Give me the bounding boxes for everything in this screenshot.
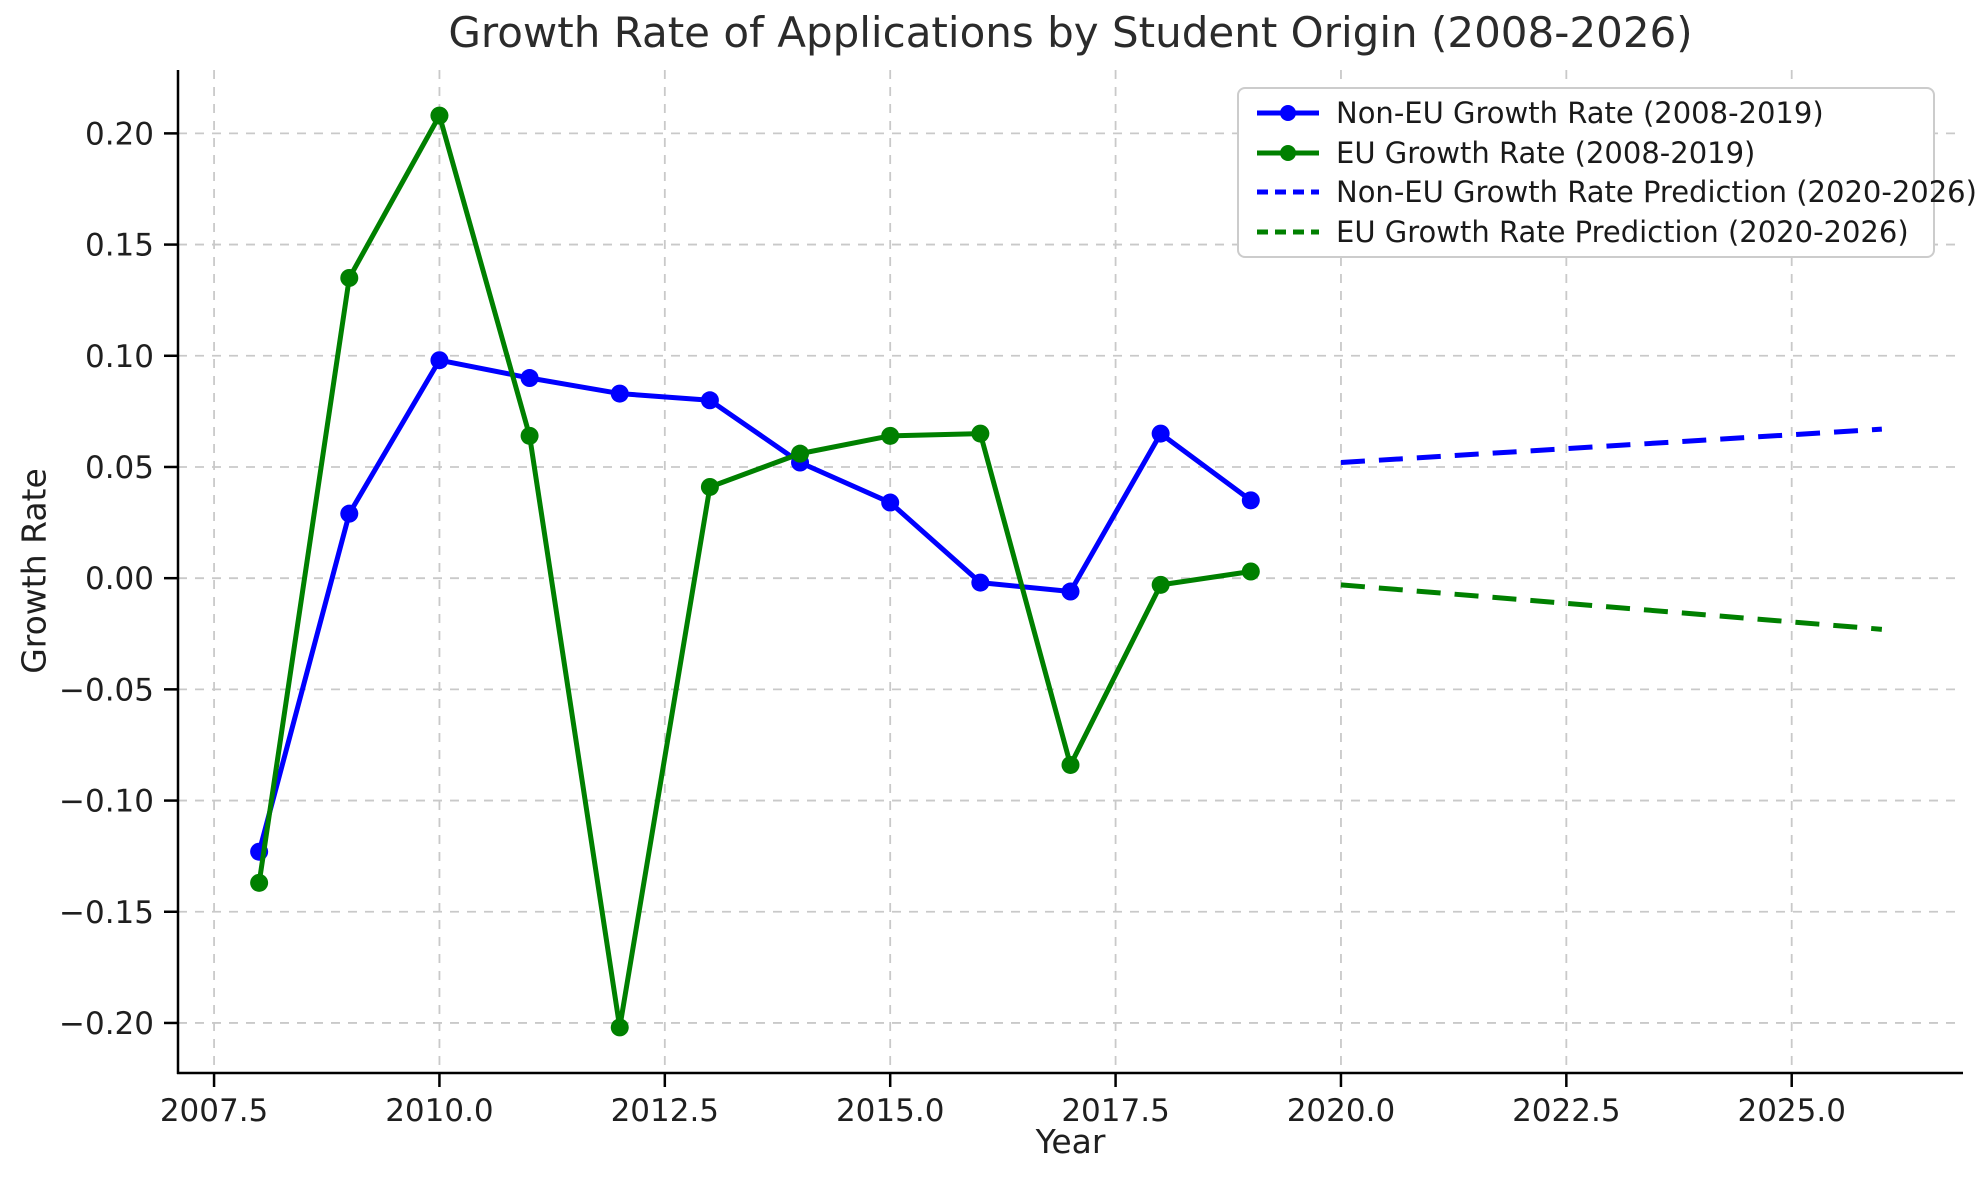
legend-item-non-eu-prediction: Non-EU Growth Rate Prediction (2020-2026… <box>1255 175 1977 209</box>
legend: Non-EU Growth Rate (2008-2019) EU Growth… <box>1237 87 1977 258</box>
chart-title: Growth Rate of Applications by Student O… <box>448 8 1693 57</box>
x-tick-label: 2020.0 <box>1287 1093 1395 1129</box>
x-tick-label: 2025.0 <box>1737 1093 1845 1129</box>
series-marker-1 <box>700 477 719 496</box>
series-marker-1 <box>520 426 539 445</box>
series-marker-1 <box>791 444 810 463</box>
series-line-1 <box>256 113 1252 1030</box>
series-marker-0 <box>881 493 900 512</box>
x-tick-label: 2022.5 <box>1512 1093 1620 1129</box>
series-marker-1 <box>340 268 359 287</box>
series-marker-0 <box>1151 424 1170 443</box>
x-tick-label: 2017.5 <box>1061 1093 1169 1129</box>
legend-line-sample-non-eu <box>1257 104 1319 121</box>
legend-item-non-eu: Non-EU Growth Rate (2008-2019) <box>1255 96 1923 130</box>
series-marker-0 <box>610 384 629 403</box>
x-axis-label: Year <box>1035 1122 1106 1161</box>
series-marker-0 <box>520 369 539 388</box>
series-line-0 <box>256 357 1253 853</box>
legend-label-non-eu-prediction: Non-EU Growth Rate Prediction (2020-2026… <box>1336 175 1977 210</box>
series-marker-1 <box>1061 755 1080 774</box>
x-tick-label: 2012.5 <box>611 1093 719 1129</box>
series-marker-1 <box>430 106 449 125</box>
series-marker-0 <box>1061 582 1080 601</box>
series-line-2 <box>1340 426 1883 466</box>
y-tick-label: 0.10 <box>85 339 154 375</box>
series-marker-1 <box>881 426 900 445</box>
series-line-3 <box>1340 582 1883 632</box>
y-tick-label: −0.05 <box>59 672 154 708</box>
legend-label-eu-prediction: EU Growth Rate Prediction (2020-2026) <box>1336 215 1909 250</box>
y-tick-label: 0.15 <box>85 228 154 264</box>
y-axis-label: Growth Rate <box>14 468 54 674</box>
series-marker-1 <box>610 1018 629 1037</box>
series-marker-0 <box>1241 491 1260 510</box>
legend-label-eu: EU Growth Rate (2008-2019) <box>1336 135 1756 170</box>
series-marker-1 <box>1151 575 1170 594</box>
y-tick-label: 0.20 <box>85 116 154 152</box>
legend-line-sample-eu <box>1257 144 1319 161</box>
series-marker-1 <box>1241 562 1260 581</box>
x-tick-label: 2015.0 <box>836 1093 944 1129</box>
y-tick-label: 0.00 <box>85 561 154 597</box>
y-tick-label: −0.20 <box>59 1006 154 1042</box>
series-marker-0 <box>430 351 449 370</box>
x-tick-label: 2007.5 <box>160 1093 268 1129</box>
legend-label-non-eu: Non-EU Growth Rate (2008-2019) <box>1336 95 1824 130</box>
legend-line-sample-eu-prediction <box>1257 229 1319 235</box>
y-tick-label: −0.15 <box>59 895 154 931</box>
series-marker-1 <box>250 873 269 892</box>
y-tick-label: −0.10 <box>59 784 154 820</box>
series-marker-0 <box>971 573 990 592</box>
legend-item-eu: EU Growth Rate (2008-2019) <box>1255 136 1923 170</box>
y-tick-label: 0.05 <box>85 450 154 486</box>
series-marker-0 <box>700 391 719 410</box>
series-marker-0 <box>340 504 359 523</box>
series-marker-1 <box>971 424 990 443</box>
legend-line-sample-non-eu-prediction <box>1257 189 1319 195</box>
legend-item-eu-prediction: EU Growth Rate Prediction (2020-2026) <box>1255 215 1923 249</box>
x-tick-label: 2010.0 <box>385 1093 493 1129</box>
